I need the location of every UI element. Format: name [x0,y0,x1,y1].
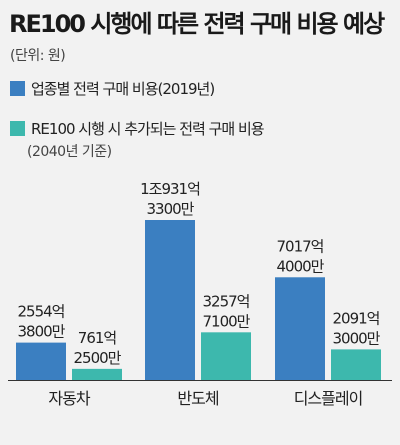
legend-swatch-2019 [10,81,25,96]
value-label: 2500만 [74,349,122,367]
legend-label-2019: 업종별 전력 구매 비용(2019년) [31,80,215,98]
chart-title: RE100 시행에 따른 전력 구매 비용 예상 [9,10,385,38]
value-label: 3257억 [203,292,250,310]
value-label: 7017억 [277,237,324,255]
bar-2019-0 [16,342,66,380]
bar-2019-1 [145,220,195,380]
legend-item-2019: 업종별 전력 구매 비용(2019년) [10,78,215,99]
bar-re100-0 [72,368,122,380]
value-label: 4000만 [277,257,325,275]
category-label: 디스플레이 [294,389,363,408]
value-label: 3800만 [18,323,66,341]
value-label: 3000만 [333,329,381,347]
value-label: 7100만 [203,312,251,330]
bar-2019-2 [275,277,325,380]
value-label: 3300만 [147,200,195,218]
value-label: 761억 [78,329,116,347]
bar-re100-2 [331,349,381,380]
value-label: 2554억 [18,303,65,321]
legend-swatch-re100 [10,121,25,136]
legend-item-re100: RE100 시행 시 추가되는 전력 구매 비용 [10,118,265,139]
unit-label: (단위: 원) [10,48,66,64]
category-label: 자동차 [48,389,90,408]
value-label: 2091억 [333,309,380,327]
legend-label-re100: RE100 시행 시 추가되는 전력 구매 비용 [31,120,265,138]
value-label: 1조931억 [140,180,200,198]
bar-re100-1 [201,332,251,380]
legend-note: (2040년 기준) [27,144,112,160]
category-label: 반도체 [177,389,218,408]
